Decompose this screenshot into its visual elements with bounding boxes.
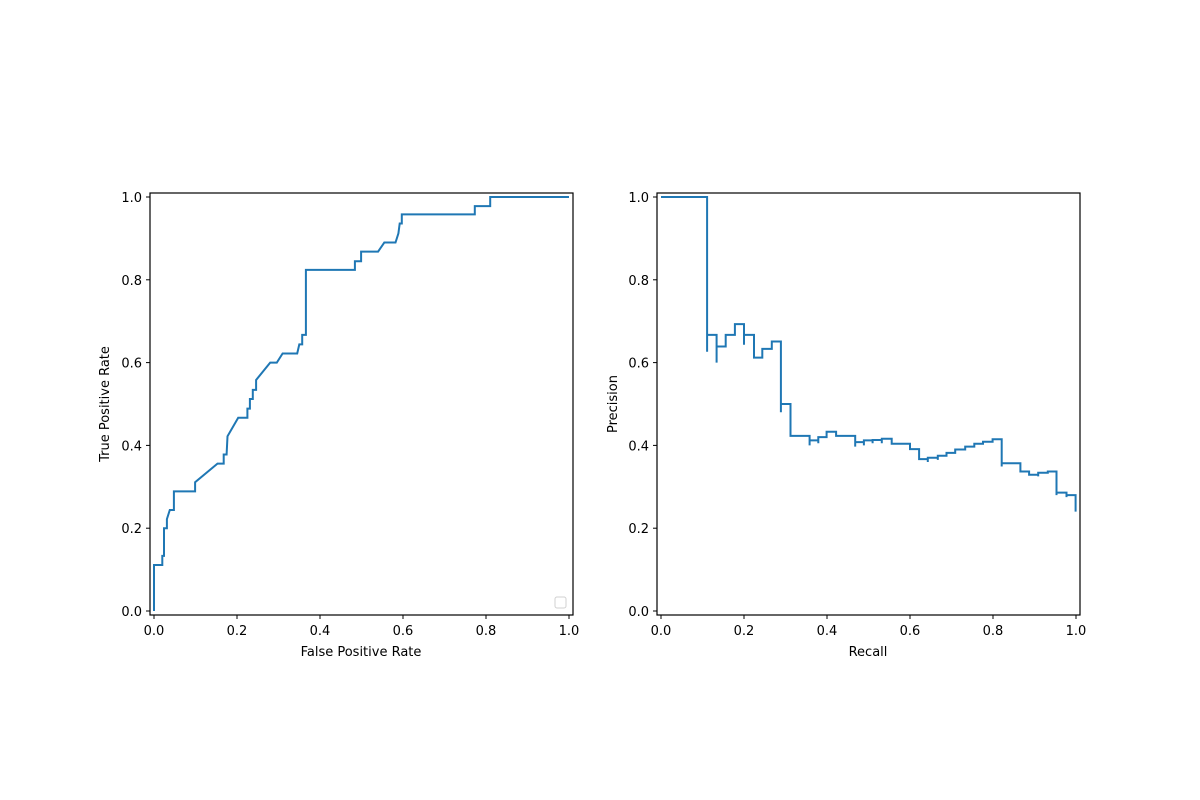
roc-y-ticks: 0.0 0.2 0.4 0.6 0.8 1.0 bbox=[121, 191, 150, 620]
pr-x-axis-label: Recall bbox=[849, 645, 888, 660]
roc-y-axis-label: True Positive Rate bbox=[98, 346, 113, 463]
pr-axes-frame bbox=[656, 192, 1081, 616]
pr-curve-line bbox=[661, 196, 1077, 512]
roc-axes-frame bbox=[149, 192, 574, 616]
x-tick-label: 0.2 bbox=[227, 624, 248, 639]
roc-chart: 0.0 0.2 0.4 0.6 0.8 1.0 0.0 0.2 0.4 0.6 0.8 1.0 Fa… bbox=[98, 191, 579, 660]
y-tick-label: 0.6 bbox=[121, 357, 142, 372]
y-tick-label: 0.4 bbox=[121, 439, 142, 454]
roc-x-ticks: 0.0 0.2 0.4 0.6 0.8 1.0 bbox=[144, 615, 580, 639]
x-tick-label: 1.0 bbox=[559, 624, 580, 639]
precision-recall-chart: 0.0 0.2 0.4 0.6 0.8 1.0 0.0 0.2 0.4 0.6 0.8 1.0 Re… bbox=[606, 191, 1086, 660]
x-tick-label: 0.0 bbox=[144, 624, 165, 639]
x-tick-label: 0.8 bbox=[476, 624, 497, 639]
y-tick-label: 0.0 bbox=[121, 605, 142, 620]
y-tick-label: 0.6 bbox=[628, 357, 649, 372]
x-tick-label: 0.0 bbox=[651, 624, 672, 639]
pr-x-ticks: 0.0 0.2 0.4 0.6 0.8 1.0 bbox=[651, 615, 1087, 639]
y-tick-label: 0.2 bbox=[121, 522, 142, 537]
x-tick-label: 0.4 bbox=[817, 624, 838, 639]
pr-y-ticks: 0.0 0.2 0.4 0.6 0.8 1.0 bbox=[628, 191, 657, 620]
y-tick-label: 0.2 bbox=[628, 522, 649, 537]
y-tick-label: 0.4 bbox=[628, 439, 649, 454]
x-tick-label: 0.2 bbox=[734, 624, 755, 639]
roc-legend-box bbox=[554, 596, 567, 609]
roc-x-axis-label: False Positive Rate bbox=[301, 645, 422, 660]
y-tick-label: 0.8 bbox=[628, 274, 649, 289]
roc-curve-line bbox=[153, 196, 569, 611]
y-tick-label: 1.0 bbox=[121, 191, 142, 206]
x-tick-label: 0.8 bbox=[983, 624, 1004, 639]
x-tick-label: 1.0 bbox=[1066, 624, 1087, 639]
y-tick-label: 0.8 bbox=[121, 274, 142, 289]
y-tick-label: 0.0 bbox=[628, 605, 649, 620]
x-tick-label: 0.6 bbox=[900, 624, 921, 639]
pr-y-axis-label: Precision bbox=[606, 375, 621, 433]
y-tick-label: 1.0 bbox=[628, 191, 649, 206]
x-tick-label: 0.6 bbox=[393, 624, 414, 639]
x-tick-label: 0.4 bbox=[310, 624, 331, 639]
